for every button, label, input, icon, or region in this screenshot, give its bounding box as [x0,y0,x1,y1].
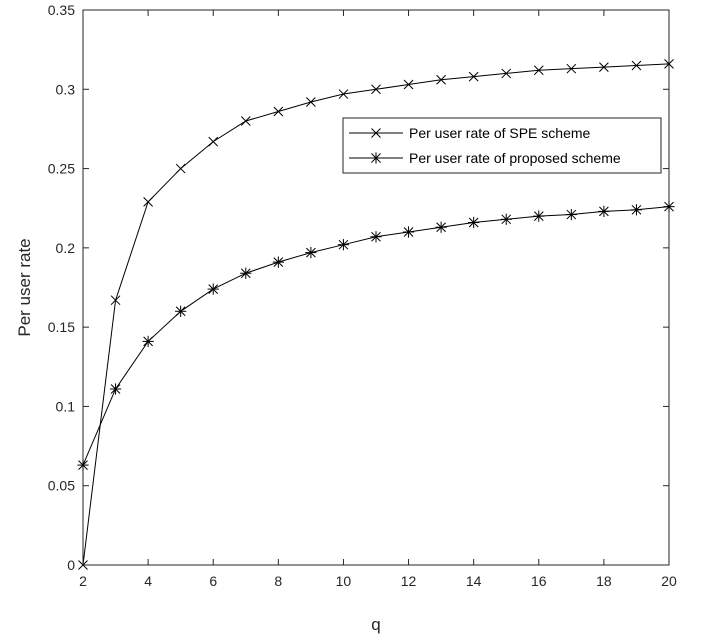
data-point [306,97,316,107]
x-tick-label: 20 [661,573,677,589]
data-point [533,65,544,76]
data-point [240,267,252,279]
data-point [175,163,186,174]
x-tick-label: 12 [401,573,417,589]
data-point [402,226,415,238]
data-point [143,197,153,207]
y-axis-label: Per user rate [15,238,34,336]
legend-box [342,117,662,174]
x-tick-label: 8 [274,573,282,589]
axis-ticks: 2 4 6 8 10 12 14 16 18 20 0 0.05 0.1 0.15 0.2 0.25 0.3 0.… [48,2,677,589]
data-point [468,71,479,82]
data-point [599,62,609,72]
x-tick-label: 10 [336,573,352,589]
data-point [435,221,447,233]
series-line [82,206,670,466]
x-tick-label: 2 [79,573,87,589]
data-point [664,59,674,69]
data-point [468,216,480,229]
data-point [371,84,381,95]
data-point [273,106,284,117]
data-point [565,208,577,221]
data-point [109,383,122,395]
series-spe [78,59,674,570]
data-point [305,246,317,259]
data-point [663,201,675,213]
data-point [110,295,121,306]
plot-area [77,9,675,570]
y-tick-label: 0.15 [48,319,75,335]
x-tick-label: 4 [144,573,152,589]
data-point [436,74,446,85]
legend-marker [371,128,381,138]
data-point [208,136,219,147]
y-tick-label: 0.1 [56,398,76,414]
data-point [501,68,512,79]
x-tick-label: 16 [531,573,547,589]
data-point [142,335,154,348]
legend-label-spe: Per user rate of SPE scheme [409,125,591,141]
data-point [500,213,512,225]
y-tick-label: 0.3 [56,81,76,97]
x-axis-label: q [371,615,380,634]
data-point [566,63,577,74]
legend-entry-spe: Per user rate of SPE scheme [349,125,591,141]
x-tick-label: 6 [209,573,217,589]
legend-label-proposed: Per user rate of proposed scheme [409,150,621,166]
axes-box [82,9,670,566]
data-point [207,283,219,295]
data-point [533,210,545,222]
legend: Per user rate of SPE scheme Per user rat… [342,117,662,174]
legend-marker [370,152,382,164]
data-point [272,256,284,268]
legend-entry-proposed: Per user rate of proposed scheme [349,150,621,166]
data-point [175,305,187,317]
data-point [77,459,89,471]
data-point [631,60,642,71]
data-point [337,239,350,251]
data-point [630,204,643,216]
y-tick-label: 0.2 [56,240,76,256]
data-point [403,79,414,90]
data-point [598,205,610,218]
y-tick-label: 0.25 [48,161,75,177]
x-tick-label: 14 [466,573,482,589]
data-point [338,89,349,99]
series-proposed [77,201,675,471]
y-tick-label: 0 [67,557,75,573]
y-tick-label: 0.35 [48,2,75,18]
data-point [370,231,382,243]
data-point [240,116,251,126]
y-tick-label: 0.05 [48,478,75,494]
x-tick-label: 18 [596,573,612,589]
